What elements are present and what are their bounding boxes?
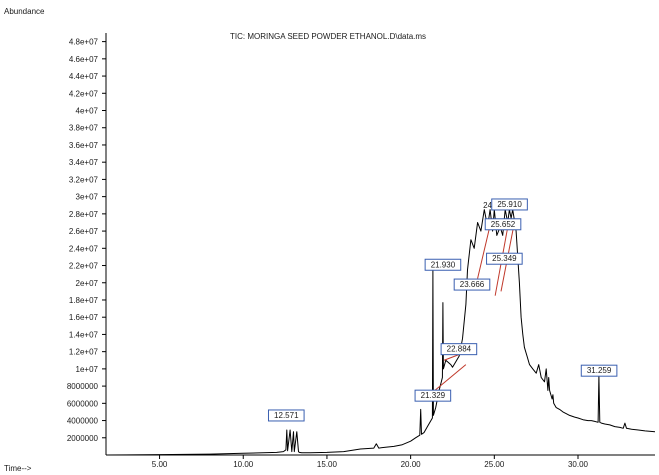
peak-label-box <box>491 198 528 211</box>
peak-label-box <box>484 218 522 231</box>
y-tick-label: 3.2e+07 <box>69 175 99 184</box>
y-tick-label: 1.2e+07 <box>69 348 99 357</box>
y-tick-label: 2e+07 <box>76 279 99 288</box>
x-axis-ticks: 5.00 10.00 15.00 20.00 25.00 30.00 <box>152 455 589 469</box>
x-tick-label: 25.00 <box>484 460 505 469</box>
y-tick-label: 4.2e+07 <box>69 89 99 98</box>
y-tick-label: 1.4e+07 <box>69 330 99 339</box>
peak-labels-layer: 12.571 21.329 21.930 22.884 23.666 24 25.910 25… <box>267 198 618 422</box>
y-tick-label: 1.6e+07 <box>69 313 99 322</box>
y-tick-label: 6000000 <box>67 399 99 408</box>
y-axis-ticks: 2000000 4000000 6000000 8000000 1e+07 1.2e+07… <box>67 38 106 443</box>
peak-label: 25.910 <box>497 200 522 209</box>
peak-label: 23.666 <box>460 280 485 289</box>
peak-label: 21.930 <box>431 260 456 269</box>
peak-label-box <box>486 252 523 265</box>
peak-label-box <box>440 343 478 356</box>
y-tick-label: 3.8e+07 <box>69 124 99 133</box>
x-tick-label: 5.00 <box>152 460 168 469</box>
y-tick-label: 3.4e+07 <box>69 158 99 167</box>
peak-label: 22.884 <box>447 345 472 354</box>
y-tick-label: 1e+07 <box>76 365 99 374</box>
x-tick-label: 15.00 <box>317 460 338 469</box>
peak-label: 12.571 <box>274 411 299 420</box>
peak-label-box <box>424 258 462 271</box>
x-axis-label: Time--> <box>4 464 32 473</box>
peak-label: 25.349 <box>492 254 517 263</box>
fit-line <box>434 364 467 391</box>
x-tick-label: 20.00 <box>401 460 422 469</box>
y-tick-label: 2.6e+07 <box>69 227 99 236</box>
y-tick-label: 2.4e+07 <box>69 244 99 253</box>
peak-label: 31.259 <box>587 366 612 375</box>
y-tick-label: 1.8e+07 <box>69 296 99 305</box>
y-tick-label: 4000000 <box>67 417 99 426</box>
y-tick-label: 4.6e+07 <box>69 55 99 64</box>
y-tick-label: 2.8e+07 <box>69 210 99 219</box>
y-tick-label: 2.2e+07 <box>69 262 99 271</box>
peak-label-box <box>414 389 452 402</box>
peak-label: 21.329 <box>421 391 446 400</box>
y-tick-label: 4e+07 <box>76 107 99 116</box>
y-tick-label: 2000000 <box>67 434 99 443</box>
y-tick-label: 3.6e+07 <box>69 141 99 150</box>
y-tick-label: 4.8e+07 <box>69 38 99 47</box>
x-tick-label: 30.00 <box>568 460 589 469</box>
y-tick-label: 8000000 <box>67 382 99 391</box>
x-tick-label: 10.00 <box>233 460 254 469</box>
peak-label-box <box>580 364 618 377</box>
peak-label-box <box>453 278 491 291</box>
peak-label: 24 <box>483 201 492 210</box>
chart-title: TIC: MORINGA SEED POWDER ETHANOL.D\data.… <box>230 32 426 41</box>
peak-label-box <box>267 409 305 422</box>
y-axis-label: Abundance <box>4 7 45 16</box>
y-tick-label: 3e+07 <box>76 193 99 202</box>
peak-label: 25.652 <box>491 220 516 229</box>
y-tick-label: 4.4e+07 <box>69 72 99 81</box>
